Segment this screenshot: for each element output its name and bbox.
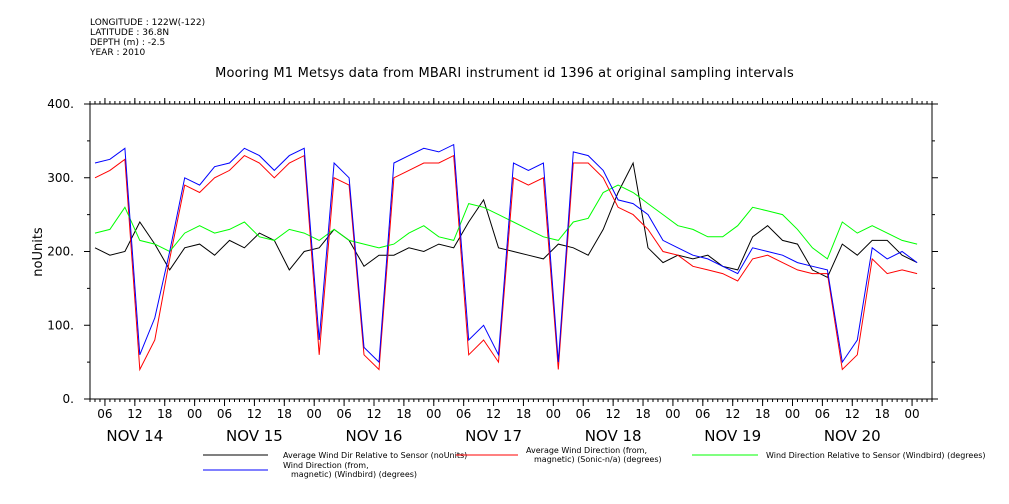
x-tick-label: 12: [127, 407, 142, 421]
y-tick-label: 300.: [47, 171, 74, 185]
y-tick-label: 100.: [47, 318, 74, 332]
date-label: NOV 20: [824, 427, 881, 445]
x-tick-label: 18: [755, 407, 770, 421]
x-tick-label: 06: [695, 407, 710, 421]
x-tick-label: 12: [605, 407, 620, 421]
date-label: NOV 19: [704, 427, 761, 445]
legend-label-4: Wind Direction (from, magnetic) (Windbird…: [283, 461, 417, 479]
legend-label-3: Wind Direction Relative to Sensor (Windb…: [766, 451, 986, 460]
date-label: NOV 15: [226, 427, 283, 445]
series-layer: [94, 143, 918, 372]
depth-text: DEPTH (m) : -2.5: [90, 38, 166, 48]
x-tick-label: 06: [815, 407, 830, 421]
date-label: NOV 17: [465, 427, 522, 445]
series-line-1: [94, 161, 918, 278]
series-line-4: [94, 143, 918, 364]
x-tick-label: 00: [426, 407, 441, 421]
legend-label-1: Average Wind Dir Relative to Sensor (noU…: [283, 451, 467, 460]
x-tick-label: 12: [725, 407, 740, 421]
series-line-3: [94, 184, 918, 260]
axis-layer: 0. 100. 200. 300. 400. 06 12 18 00 06 12 18 00 06 12 18…: [47, 97, 938, 445]
longitude-text: LONGITUDE : 122W(-122): [90, 18, 206, 28]
series-line-2: [94, 154, 918, 372]
y-tick-label: 200.: [47, 245, 74, 259]
x-tick-label: 18: [396, 407, 411, 421]
x-tick-label: 18: [635, 407, 650, 421]
legend: Average Wind Dir Relative to Sensor (noU…: [203, 446, 986, 479]
y-axis-label: noUnits: [31, 227, 46, 277]
x-tick-label: 06: [97, 407, 112, 421]
date-label: NOV 14: [106, 427, 163, 445]
x-tick-label: 12: [366, 407, 381, 421]
y-tick-label: 400.: [47, 97, 74, 111]
x-tick-label: 00: [546, 407, 561, 421]
x-tick-label: 06: [336, 407, 351, 421]
x-tick-label: 00: [904, 407, 919, 421]
x-tick-label: 06: [576, 407, 591, 421]
x-tick-label: 12: [486, 407, 501, 421]
x-tick-label: 12: [845, 407, 860, 421]
x-tick-label: 06: [217, 407, 232, 421]
x-tick-label: 00: [785, 407, 800, 421]
x-tick-label: 00: [187, 407, 202, 421]
x-tick-label: 00: [307, 407, 322, 421]
date-label: NOV 18: [585, 427, 642, 445]
legend-label-2: Average Wind Direction (from, magnetic) (…: [526, 446, 662, 464]
plot-frame: [89, 103, 933, 400]
chart-title: Mooring M1 Metsys data from MBARI instru…: [215, 66, 794, 81]
x-tick-label: 06: [456, 407, 471, 421]
y-tick-label: 0.: [63, 392, 74, 406]
latitude-text: LATITUDE : 36.8N: [90, 28, 170, 38]
x-tick-label: 00: [665, 407, 680, 421]
year-text: YEAR : 2010: [90, 48, 146, 58]
x-tick-label: 12: [247, 407, 262, 421]
date-label: NOV 16: [346, 427, 403, 445]
x-tick-label: 18: [277, 407, 292, 421]
x-tick-label: 18: [516, 407, 531, 421]
x-tick-label: 18: [157, 407, 172, 421]
metadata-block: LONGITUDE : 122W(-122) LATITUDE : 36.8N …: [90, 18, 205, 58]
x-tick-label: 18: [875, 407, 890, 421]
